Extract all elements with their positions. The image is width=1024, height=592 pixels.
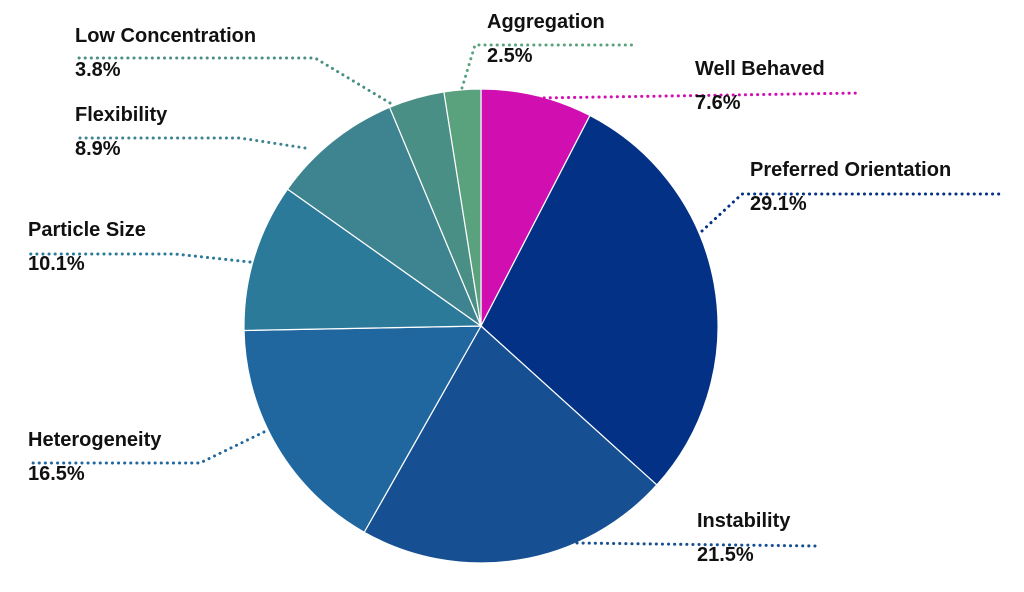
- leader-line: [460, 43, 637, 90]
- pie-slice: [243, 325, 483, 534]
- slice-value-label: 8.9%: [75, 138, 121, 160]
- leader-line: [26, 252, 252, 264]
- leader-line: [536, 91, 862, 100]
- leader-line: [73, 136, 307, 150]
- slice-value-label: 21.5%: [697, 544, 754, 566]
- slice-label: Low Concentration: [75, 25, 256, 47]
- pie-slice: [480, 88, 591, 327]
- leader-line: [73, 56, 392, 105]
- slice-label: Well Behaved: [695, 58, 825, 80]
- slice-value-label: 29.1%: [750, 193, 807, 215]
- pie-slice: [243, 188, 483, 332]
- slice-value-label: 3.8%: [75, 59, 121, 81]
- slice-value-label: 10.1%: [28, 253, 85, 275]
- leader-line: [700, 192, 1002, 233]
- leader-line: [575, 541, 817, 548]
- slice-label: Preferred Orientation: [750, 159, 951, 181]
- pie-slice: [286, 106, 483, 328]
- slice-value-label: 7.6%: [695, 92, 741, 114]
- slice-label: Instability: [697, 510, 791, 532]
- pie-slice: [363, 325, 658, 564]
- slice-value-label: 16.5%: [28, 463, 85, 485]
- slice-value-label: 2.5%: [487, 45, 533, 67]
- leader-line: [26, 430, 266, 465]
- slice-label: Flexibility: [75, 104, 168, 126]
- slice-label: Aggregation: [487, 11, 605, 33]
- slice-label: Particle Size: [28, 219, 146, 241]
- slice-label: Heterogeneity: [28, 429, 162, 451]
- pie-slice: [443, 88, 482, 327]
- pie-slice: [480, 114, 719, 486]
